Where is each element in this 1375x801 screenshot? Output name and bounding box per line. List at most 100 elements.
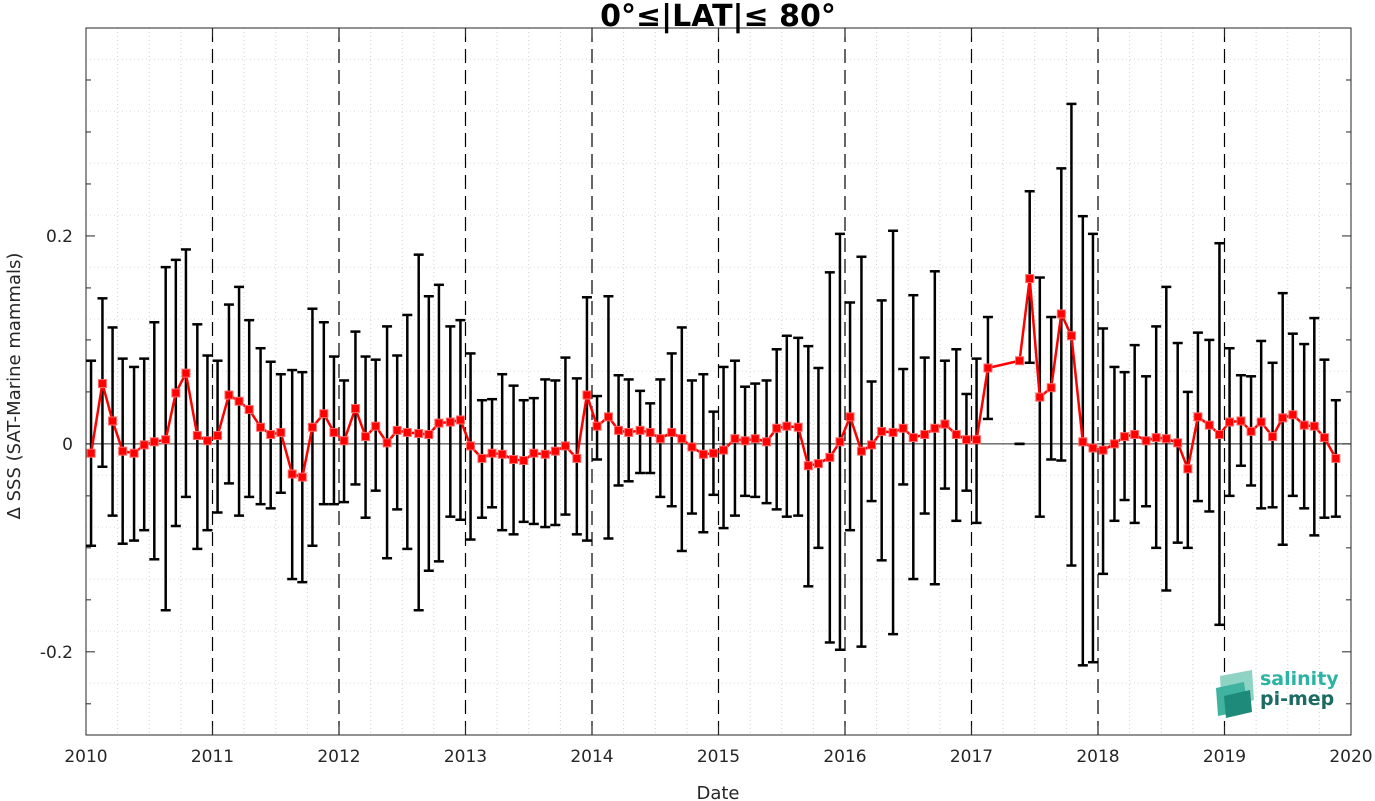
data-point-marker: [856, 446, 866, 456]
data-point-marker: [1288, 410, 1298, 420]
data-point-marker: [930, 423, 940, 433]
data-point-marker: [97, 379, 107, 389]
data-point-marker: [877, 426, 887, 436]
data-point-marker: [445, 417, 455, 427]
data-point-marker: [898, 423, 908, 433]
data-point-marker: [730, 434, 740, 444]
data-point-marker: [161, 435, 171, 445]
data-point-marker: [108, 416, 118, 426]
data-point-marker: [1151, 433, 1161, 443]
data-point-marker: [519, 456, 529, 466]
data-point-marker: [414, 428, 424, 438]
data-point-marker: [782, 421, 792, 431]
data-point-marker: [244, 405, 254, 415]
data-point-marker: [139, 440, 149, 450]
data-point-marker: [813, 459, 823, 469]
data-point-marker: [645, 427, 655, 437]
data-point-marker: [951, 430, 961, 440]
data-point-marker: [307, 422, 317, 432]
data-point-marker: [1236, 416, 1246, 426]
data-point-marker: [667, 427, 677, 437]
data-point-marker: [192, 431, 202, 441]
data-point-marker: [1246, 426, 1256, 436]
data-point-marker: [614, 425, 624, 435]
data-point-marker: [1268, 432, 1278, 442]
data-point-marker: [1046, 383, 1056, 393]
data-point-marker: [867, 440, 877, 450]
data-point-marker: [1319, 433, 1329, 443]
data-point-marker: [772, 423, 782, 433]
x-tick-label: 2012: [317, 747, 360, 767]
data-point-marker: [529, 448, 539, 458]
x-tick-label: 2010: [64, 747, 107, 767]
data-point-marker: [213, 431, 223, 441]
data-point-marker: [1256, 417, 1266, 427]
data-point-marker: [1098, 445, 1108, 455]
data-point-marker: [202, 436, 212, 446]
data-point-marker: [762, 437, 772, 447]
data-point-marker: [940, 419, 950, 429]
error-bars: [86, 102, 1341, 667]
data-point-marker: [635, 425, 645, 435]
data-point-marker: [234, 396, 244, 406]
data-point-marker: [677, 434, 687, 444]
x-axis-label: Date: [696, 783, 739, 801]
data-point-marker: [1141, 436, 1151, 446]
data-point-marker: [888, 427, 898, 437]
data-point-marker: [487, 448, 497, 458]
logo-text-pi-mep: pi-mep: [1260, 688, 1335, 710]
data-point-marker: [1015, 356, 1025, 366]
data-point-marker: [750, 434, 760, 444]
data-point-marker: [339, 436, 349, 446]
data-point-marker: [382, 438, 392, 448]
data-point-marker: [1088, 443, 1098, 453]
data-point-marker: [1120, 432, 1130, 442]
data-point-marker: [287, 469, 297, 479]
data-point-marker: [1278, 413, 1288, 423]
y-tick-label: 0.2: [46, 227, 73, 247]
data-point-marker: [793, 422, 803, 432]
data-point-marker: [560, 441, 570, 451]
x-tick-label: 2013: [444, 747, 487, 767]
x-tick-labels: 2010 2011 2012 2013 2014 2015 2016 2017 2018 2019…: [64, 747, 1372, 767]
year-lines: [211, 28, 1226, 735]
logo-wave-icon: [1216, 670, 1254, 718]
data-point-marker: [1183, 464, 1193, 474]
data-point-marker: [687, 442, 697, 452]
data-point-marker: [1066, 331, 1076, 341]
y-tick-labels: -0.2 0 0.2: [40, 227, 73, 663]
salinity-pimep-logo: salinity pi-mep: [1214, 666, 1344, 718]
data-point-marker: [466, 441, 476, 451]
data-point-marker: [1025, 274, 1035, 284]
data-point-marker: [171, 388, 181, 398]
series-markers: [86, 274, 1341, 482]
data-point-marker: [371, 421, 381, 431]
data-point-marker: [1214, 430, 1224, 440]
data-point-marker: [1109, 439, 1119, 449]
data-point-marker: [740, 436, 750, 446]
data-point-marker: [350, 404, 360, 414]
data-point-marker: [603, 412, 613, 422]
data-point-marker: [624, 427, 634, 437]
y-tick-label: 0: [62, 435, 73, 455]
data-point-marker: [181, 368, 191, 378]
x-tick-label: 2017: [950, 747, 993, 767]
data-point-marker: [434, 418, 444, 428]
data-point-marker: [118, 446, 128, 456]
data-point-marker: [719, 445, 729, 455]
data-point-marker: [424, 430, 434, 440]
data-point-marker: [1130, 430, 1140, 440]
data-point-marker: [361, 432, 371, 442]
x-tick-label: 2016: [823, 747, 866, 767]
data-point-marker: [266, 430, 276, 440]
logo-text-salinity: salinity: [1260, 668, 1339, 690]
data-point-marker: [1193, 412, 1203, 422]
data-point-marker: [572, 453, 582, 463]
data-point-marker: [1309, 421, 1319, 431]
data-point-marker: [835, 437, 845, 447]
data-point-marker: [86, 448, 96, 458]
data-point-marker: [1225, 417, 1235, 427]
data-point-marker: [825, 452, 835, 462]
data-point-marker: [224, 390, 234, 400]
